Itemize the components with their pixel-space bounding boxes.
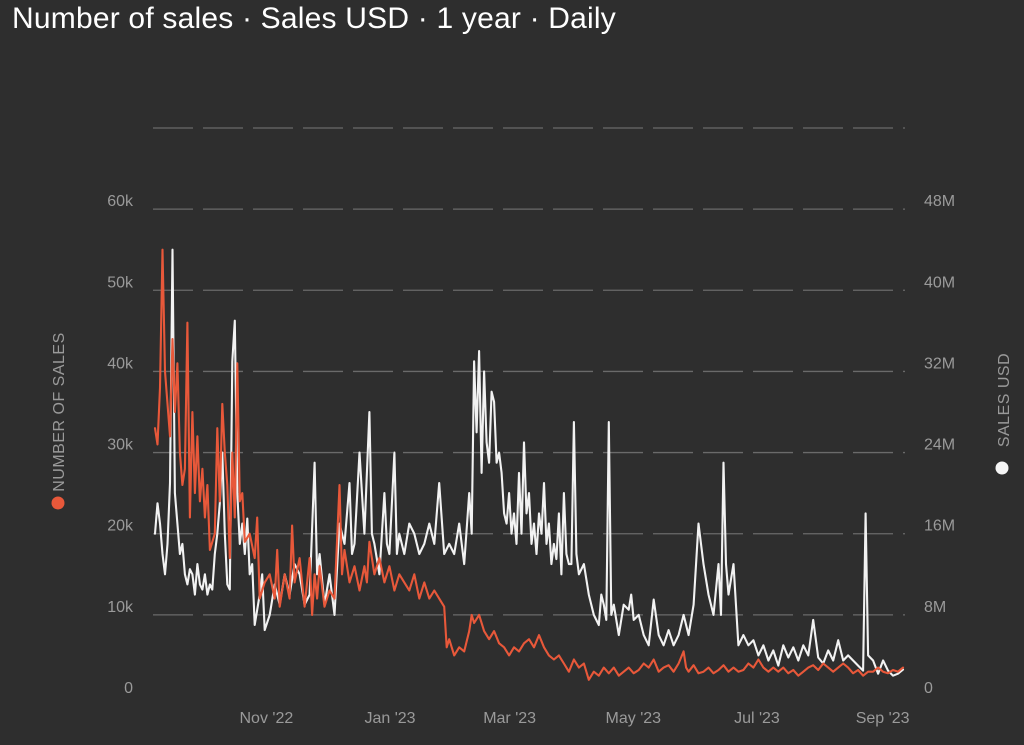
left-tick-label: 10k	[107, 599, 134, 616]
right-tick-label: 0	[924, 680, 933, 697]
right-tick-label: 32M	[924, 355, 955, 372]
grid-lines	[153, 127, 905, 616]
x-axis-ticks: Nov '22 Jan '23 Mar '23 May '23 Jul '23 Sep '…	[240, 710, 910, 727]
right-tick-label: 48M	[924, 193, 955, 210]
sales-usd-line	[153, 248, 905, 677]
right-tick-label: 24M	[924, 437, 955, 454]
left-tick-label: 40k	[107, 355, 134, 372]
left-tick-label: 60k	[107, 193, 134, 210]
left-tick-label: 30k	[107, 437, 134, 454]
right-axis-title: SALES USD	[995, 353, 1013, 475]
series-lines	[153, 248, 905, 681]
right-axis-ticks: 0 8M 16M 24M 32M 40M 48M	[924, 193, 955, 697]
left-tick-label: 20k	[107, 518, 134, 535]
left-axis-title-text: NUMBER OF SALES	[51, 332, 68, 492]
x-tick-label: Sep '23	[856, 710, 910, 727]
right-tick-label: 8M	[924, 599, 946, 616]
left-axis-legend-dot[interactable]	[51, 496, 65, 510]
x-tick-label: Nov '22	[240, 710, 294, 727]
left-tick-label: 50k	[107, 274, 134, 291]
x-tick-label: Jan '23	[364, 710, 415, 727]
right-tick-label: 40M	[924, 274, 955, 291]
left-axis-title: NUMBER OF SALES	[51, 332, 68, 510]
x-tick-label: May '23	[606, 710, 662, 727]
number-of-sales-line	[153, 248, 905, 681]
left-axis-ticks: 0 10k 20k 30k 40k 50k 60k	[107, 193, 134, 697]
right-tick-label: 16M	[924, 518, 955, 535]
chart-title: Number of sales · Sales USD · 1 year · D…	[12, 2, 616, 35]
right-axis-legend-dot[interactable]	[995, 461, 1009, 475]
left-tick-label: 0	[124, 680, 133, 697]
x-tick-label: Jul '23	[734, 710, 780, 727]
x-tick-label: Mar '23	[483, 710, 536, 727]
right-axis-title-text: SALES USD	[996, 353, 1013, 447]
